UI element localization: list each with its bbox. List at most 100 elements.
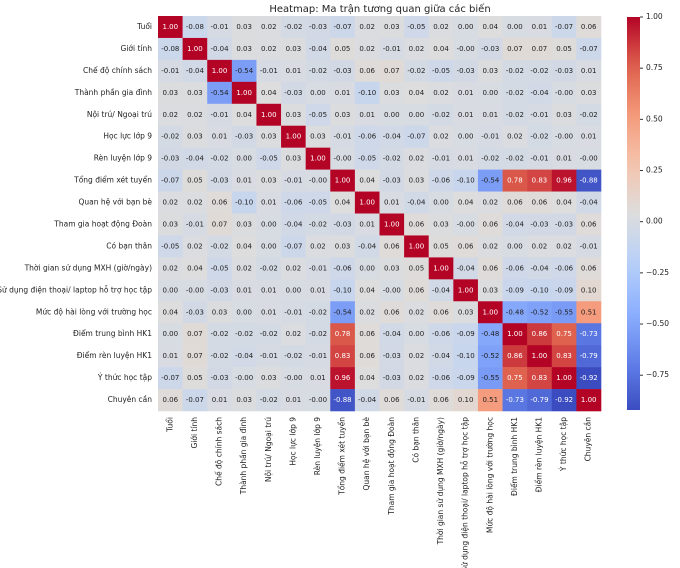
cell-label: 0.02	[359, 308, 375, 316]
cell-label: 0.01	[482, 111, 498, 119]
heatmap-cell	[576, 125, 602, 148]
heatmap-cell	[379, 389, 405, 412]
heatmap-cell	[502, 125, 528, 148]
heatmap-cell	[330, 301, 356, 324]
heatmap-cell	[305, 37, 331, 61]
heatmap-cell	[502, 37, 528, 61]
heatmap-cell	[551, 147, 577, 170]
y-tick-label: Chuyên cần	[108, 395, 153, 404]
heatmap-cell	[477, 147, 503, 170]
heatmap-cell	[453, 323, 479, 346]
cell-label: 0.03	[212, 308, 228, 316]
cell-label: -0.10	[334, 286, 352, 294]
cell-label: -0.01	[481, 133, 499, 141]
cell-label: 0.02	[409, 155, 425, 163]
heatmap-cell	[502, 169, 528, 192]
heatmap-cell	[231, 389, 257, 412]
heatmap-cell	[551, 257, 577, 280]
colorbar-tick-label: −0.25	[646, 268, 669, 277]
heatmap-cell	[379, 257, 405, 280]
cell-label: -0.04	[580, 199, 599, 207]
cell-label: -0.00	[186, 286, 204, 294]
heatmap-cell	[477, 279, 503, 302]
heatmap-cell	[502, 323, 528, 346]
cell-label: -0.88	[334, 396, 352, 404]
heatmap-cell	[453, 81, 479, 105]
heatmap-cell	[428, 169, 454, 192]
cell-label: -0.01	[210, 23, 228, 31]
heatmap-cell	[207, 257, 233, 280]
cell-label: 0.01	[261, 308, 277, 316]
cell-label: -0.05	[309, 111, 327, 119]
cell-label: 0.83	[556, 352, 572, 360]
cell-label: -0.00	[457, 220, 475, 228]
heatmap-cell	[354, 257, 380, 280]
heatmap-cell	[256, 81, 282, 105]
heatmap-cell	[527, 323, 553, 346]
cell-label: -0.07	[334, 23, 352, 31]
heatmap-cell	[182, 103, 208, 127]
heatmap-cell	[453, 147, 479, 170]
heatmap-cell	[477, 301, 503, 324]
cell-label: -0.55	[481, 374, 499, 382]
cell-label: -0.54	[334, 308, 353, 316]
heatmap-cell	[379, 191, 405, 214]
cell-label: 0.96	[556, 177, 572, 185]
cell-label: -0.04	[457, 264, 476, 272]
heatmap-cell	[305, 279, 331, 302]
chart-title: Heatmap: Ma trận tương quan giữa các biế…	[269, 3, 490, 15]
heatmap-cell	[182, 279, 208, 302]
heatmap-cell	[354, 81, 380, 105]
heatmap-cell	[207, 301, 233, 324]
cell-label: 0.02	[163, 264, 179, 272]
cell-label: 0.01	[286, 396, 302, 404]
heatmap-cell	[158, 147, 183, 170]
heatmap-cell	[354, 191, 380, 214]
cell-label: 0.03	[286, 155, 302, 163]
cell-label: 0.02	[409, 45, 425, 53]
x-tick-label: Tuổi	[165, 417, 174, 433]
cell-label: 0.04	[482, 23, 498, 31]
heatmap-cell	[428, 389, 454, 412]
heatmap-cell	[305, 81, 331, 105]
cell-label: 0.06	[384, 308, 400, 316]
cell-label: 0.03	[187, 89, 203, 97]
y-tick-label: Học lực lớp 9	[103, 132, 152, 141]
cell-label: -0.00	[235, 374, 253, 382]
heatmap-cell	[379, 59, 405, 83]
heatmap-cell	[404, 81, 430, 105]
heatmap-cell	[231, 301, 257, 324]
heatmap-cell	[502, 103, 528, 127]
cell-label: 1.00	[310, 155, 326, 163]
cell-label: 0.00	[458, 23, 474, 31]
cell-label: 0.03	[433, 220, 449, 228]
heatmap-cell	[281, 213, 306, 236]
cell-label: -0.02	[161, 133, 179, 141]
colorbar-tick-label: −0.75	[646, 370, 669, 379]
x-tick-label: Tham gia hoạt động Đoàn	[387, 417, 396, 516]
heatmap-cell	[576, 389, 602, 412]
cell-label: 0.07	[384, 67, 400, 75]
heatmap-cell	[527, 345, 553, 368]
cell-label: -0.10	[358, 89, 376, 97]
cell-label: -0.06	[432, 374, 451, 382]
cell-label: 0.01	[236, 286, 252, 294]
heatmap-cell	[477, 16, 503, 39]
heatmap-cell	[527, 103, 553, 127]
cell-label: 1.00	[286, 133, 302, 141]
heatmap-cell	[354, 213, 380, 236]
heatmap-cell	[527, 257, 553, 280]
heatmap-cell	[502, 279, 528, 302]
cell-label: 0.05	[187, 177, 203, 185]
heatmap-cell	[207, 389, 233, 412]
cell-label: -0.01	[383, 45, 401, 53]
cell-label: -0.04	[284, 220, 303, 228]
heatmap-cell	[305, 389, 331, 412]
cell-label: -0.03	[210, 286, 228, 294]
cell-label: -0.00	[555, 133, 573, 141]
heatmap-cell	[551, 213, 577, 236]
heatmap-cell	[330, 213, 356, 236]
cell-label: -0.05	[161, 242, 179, 250]
heatmap-cell	[551, 323, 577, 346]
heatmap-cell	[551, 169, 577, 192]
